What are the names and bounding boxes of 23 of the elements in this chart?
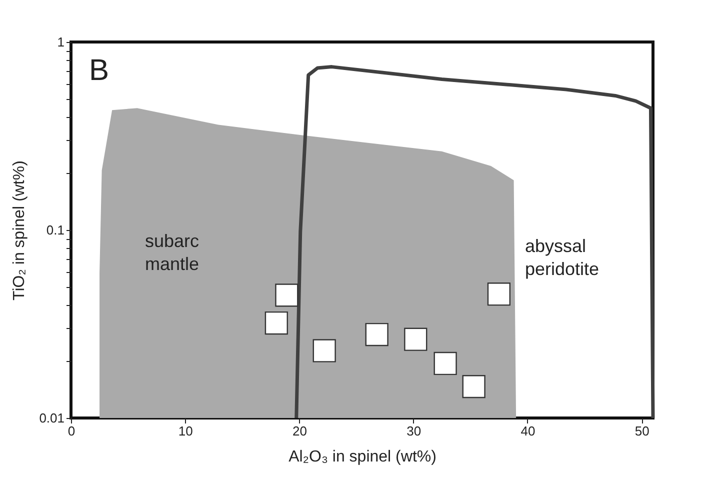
x-tick-label: 0	[68, 424, 76, 438]
y-tick-label: 1	[57, 34, 64, 50]
y-axis-title: TiO₂ in spinel (wt%)	[11, 160, 28, 300]
y-tick-label: 0.01	[39, 410, 64, 426]
point	[434, 352, 457, 376]
point	[487, 282, 510, 306]
point	[312, 339, 336, 362]
annotation: B	[89, 54, 110, 87]
point	[264, 311, 288, 335]
annotation: subarc mantle	[145, 231, 200, 274]
point	[404, 328, 428, 351]
point	[275, 284, 298, 307]
annotation: abyssal peridotite	[525, 236, 600, 279]
x-tick-label: 20	[292, 424, 307, 438]
point	[365, 322, 388, 346]
line-series	[294, 65, 655, 420]
x-tick-label: 40	[520, 424, 536, 438]
x-tick-label: 10	[178, 424, 193, 438]
x-tick-label: 50	[634, 424, 650, 438]
x-tick-label: 30	[406, 424, 422, 438]
x-axis-title: Al₂O₃ in spinel (wt%)	[288, 448, 436, 466]
y-tick-label: 0.1	[46, 222, 64, 238]
point	[462, 374, 486, 398]
